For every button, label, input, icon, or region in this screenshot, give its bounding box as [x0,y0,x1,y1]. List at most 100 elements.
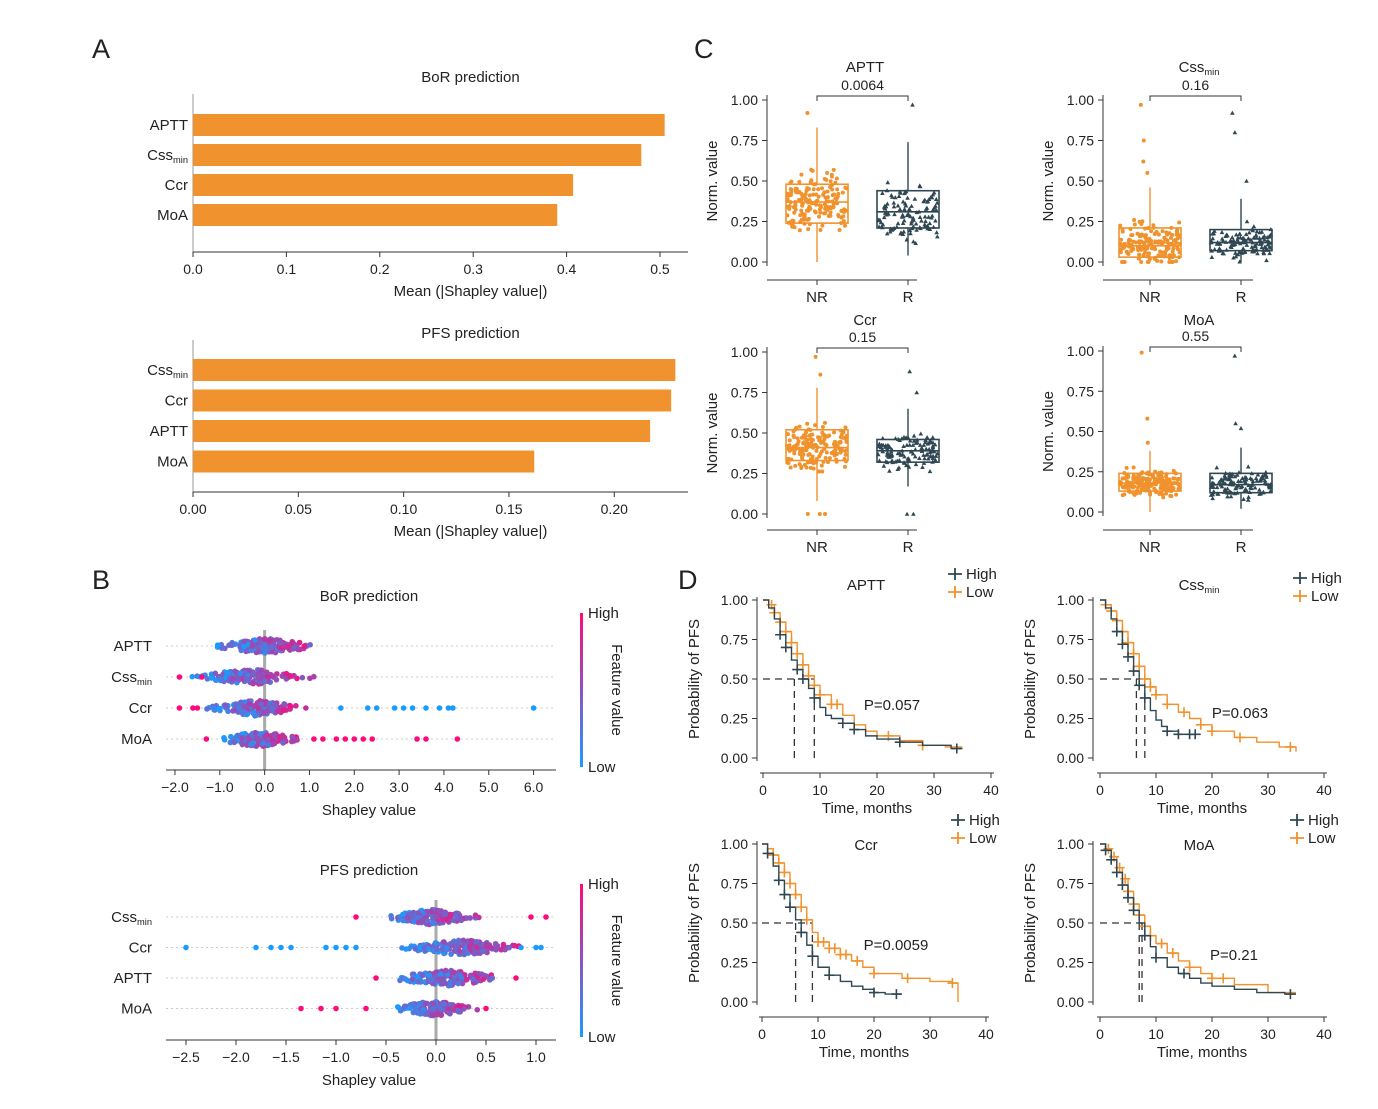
y-tick-label: 0.25 [731,466,758,482]
shap-point [204,706,210,712]
shap-point [280,707,287,713]
bar-label-ccr: Ccr [165,393,188,410]
shap-point [271,740,278,747]
shap-outlier [513,975,519,981]
x-tick-label: 0.00 [179,501,206,517]
feature-label-moa: MoA [121,1001,152,1018]
shap-point [241,703,248,710]
data-point [825,195,830,200]
x-axis-label: Time, months [819,1044,909,1061]
data-point [1233,486,1238,491]
y-tick-label: 1.00 [731,344,758,360]
shap-point [261,636,268,643]
x-tick-label: 0.4 [557,261,577,277]
bar-chart-pfs: PFS prediction Cssmin Ccr APTT MoA 0.00 0.05 0.… [147,325,688,540]
data-point [924,451,930,456]
shap-point [500,941,507,948]
data-point [799,172,804,177]
data-point [1217,246,1222,251]
y-tick-label: 0.25 [1067,214,1094,230]
data-point [843,425,848,430]
shap-point [289,640,295,646]
chart-title: MoA [1184,312,1215,329]
shap-point [237,670,244,677]
shap-point [246,701,253,707]
censor-mark [1111,867,1122,878]
data-point [821,192,826,197]
data-point [843,448,848,453]
chart-title: BoR prediction [421,69,519,86]
data-point [813,210,818,215]
data-point [1258,477,1264,482]
data-point [1221,476,1227,481]
data-point [1158,240,1163,245]
censor-mark [1151,952,1161,963]
km-curve-high [762,843,902,995]
shap-point [455,980,462,987]
data-point [909,219,915,224]
shap-outlier [538,944,544,951]
data-point [1168,493,1173,498]
data-point [1152,486,1157,491]
x-tick-label: 1.0 [300,779,320,795]
beeswarm-chart-bor: BoR prediction APTT Cssmin Ccr MoA −2.0 −1.0 0.… [111,588,625,819]
x-axis-label: Mean (|Shapley value|) [394,523,548,540]
bar-ccr [193,389,672,412]
shap-point [427,976,434,983]
shap-point [246,736,253,743]
data-point [812,442,817,447]
x-tick-label: 0 [1096,782,1104,798]
data-point [905,195,910,200]
data-point [889,193,894,198]
data-point [889,453,894,459]
shap-point [441,911,448,917]
data-point [880,442,886,447]
data-point [902,454,907,459]
data-point [912,454,918,459]
data-point [1137,219,1142,224]
x-tick-label: 30 [1260,782,1276,798]
data-point [795,190,800,195]
data-point [793,463,798,468]
data-point [831,441,836,446]
shap-outlier [364,705,371,711]
km-curve-low [763,599,963,748]
bar-label-cssmin-sub: min [173,370,188,380]
feature-label-cssmin: Cssmin [111,669,152,687]
shap-point [437,1011,444,1017]
legend-marker-high [951,814,965,826]
data-point [881,463,887,468]
data-point [900,199,906,204]
data-point [1131,239,1136,244]
data-point [1258,241,1264,246]
data-point [1242,249,1247,255]
shap-point [447,911,453,918]
shap-point [457,1003,463,1009]
y-tick-label: 0.75 [1057,632,1084,648]
shap-point [402,976,409,982]
censor-mark [775,629,786,640]
significance-bracket [816,347,909,353]
p-value-label: 0.16 [1182,77,1209,93]
data-point [1126,241,1131,246]
outlier-point [1145,170,1150,175]
shap-point [415,914,421,920]
shap-point [489,975,496,981]
shap-outlier [176,705,183,711]
data-point [933,453,939,458]
data-point [1214,465,1220,470]
data-point [1120,260,1125,264]
feature-label-ccr: Ccr [129,940,152,957]
shap-point [450,969,457,976]
chart-title-main: Css [1179,577,1205,594]
shap-point [464,915,470,921]
data-point [917,442,923,447]
data-point [1123,483,1128,488]
shap-outlier [253,944,259,951]
data-point [805,421,810,426]
data-point [1253,232,1259,237]
bar-chart-bor: BoR prediction APTT Cssmin Ccr MoA 0.0 0.1 0.2 0… [147,69,688,300]
data-point [1245,497,1251,502]
data-point [1139,260,1144,264]
data-point [887,444,892,449]
